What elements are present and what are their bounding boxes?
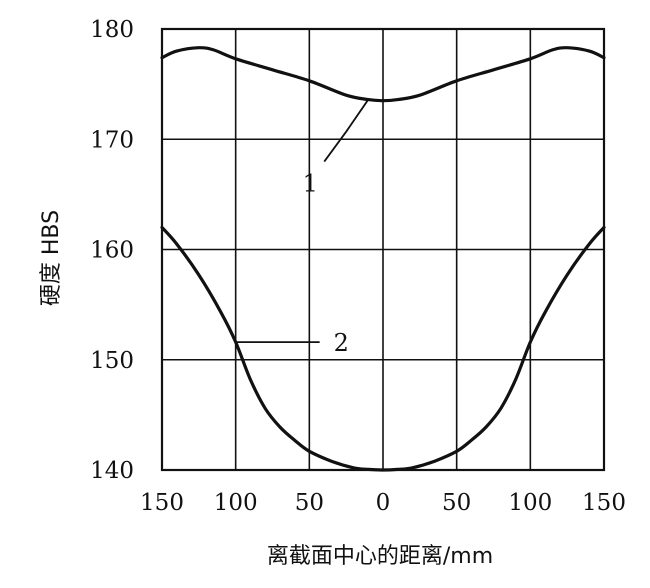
x-tick-label: 150 — [140, 490, 184, 516]
y-tick-label: 150 — [90, 348, 134, 374]
series-2-label: 2 — [334, 329, 349, 357]
x-tick-label: 0 — [376, 490, 391, 516]
y-axis-label: 硬度 HBS — [39, 210, 64, 306]
x-axis-label: 离截面中心的距离/mm — [267, 544, 493, 569]
y-tick-label: 180 — [90, 17, 134, 43]
series-1-label: 1 — [303, 170, 318, 198]
x-tick-label: 100 — [214, 490, 258, 516]
series-1-leader — [323, 99, 370, 163]
x-tick-label: 50 — [442, 490, 471, 516]
plot-frame — [160, 27, 606, 472]
y-tick-label: 140 — [90, 458, 134, 484]
grid-lines — [162, 29, 604, 470]
x-tick-label: 50 — [295, 490, 324, 516]
x-tick-label: 150 — [582, 490, 626, 516]
curve-leaders: 12 — [235, 99, 370, 357]
y-tick-label: 170 — [90, 127, 134, 153]
y-tick-labels: 180 170 160 150 140 — [90, 17, 134, 484]
x-tick-labels: 150 100 50 0 50 100 150 — [140, 490, 626, 516]
series-1-line — [160, 46, 606, 103]
x-tick-label: 100 — [508, 490, 552, 516]
y-tick-label: 160 — [90, 238, 134, 264]
